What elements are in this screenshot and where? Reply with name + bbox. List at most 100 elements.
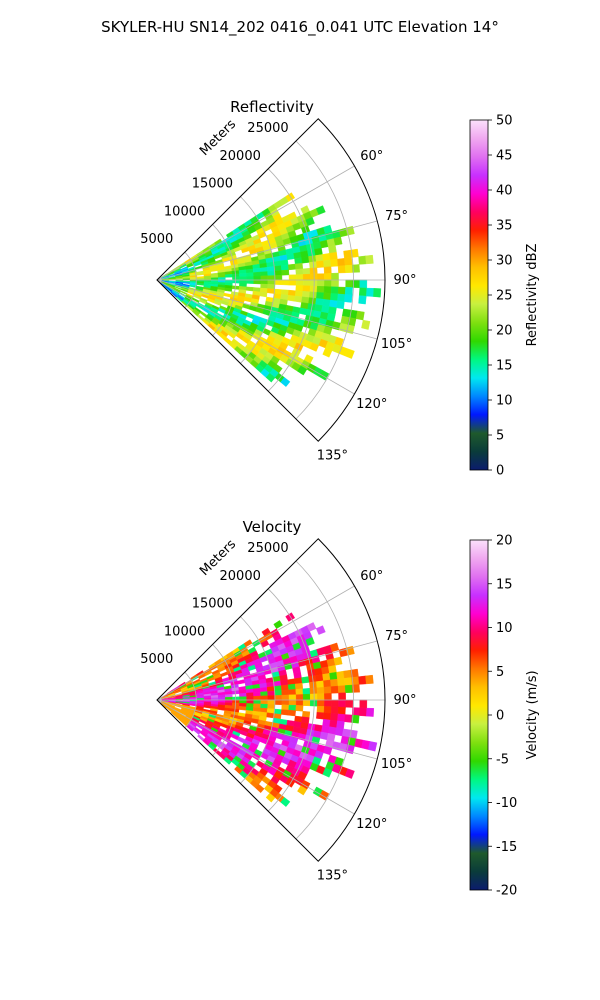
azimuth-tick-label: 105°	[381, 757, 412, 772]
radar-cell	[246, 692, 254, 697]
radar-cell	[365, 674, 374, 685]
radar-cell	[265, 792, 276, 803]
radar-cell	[246, 272, 254, 277]
radar-cell	[358, 295, 367, 305]
radar-cell	[344, 257, 353, 266]
panel-title: Reflectivity	[230, 98, 314, 116]
radar-cell	[344, 348, 355, 359]
radar-cell	[274, 279, 283, 286]
radar-cell	[288, 704, 297, 711]
radar-cell	[330, 258, 339, 267]
radar-cell	[287, 263, 296, 271]
radar-cell	[316, 686, 325, 695]
radar-cell	[329, 299, 338, 309]
radar-cell	[316, 680, 325, 688]
radar-cell	[330, 706, 339, 715]
radar-cell	[337, 258, 346, 267]
radar-cell	[239, 692, 247, 698]
radar-cell	[288, 694, 297, 701]
grid-spoke	[156, 640, 378, 701]
radar-cell	[351, 264, 360, 273]
radar-cell	[280, 259, 289, 266]
azimuth-tick-label: 105°	[381, 337, 412, 352]
radar-cell	[267, 270, 276, 276]
radial-tick-label: 5000	[140, 652, 173, 667]
radar-cell	[267, 704, 276, 710]
radar-cell	[259, 291, 268, 298]
radar-cell	[337, 685, 346, 694]
radar-cell	[223, 292, 232, 298]
colorbar-tick-label: 30	[496, 254, 513, 269]
radar-cell	[288, 689, 297, 696]
radar-cell	[273, 265, 282, 272]
radar-cell	[324, 273, 332, 281]
radial-tick-label: 5000	[140, 232, 173, 247]
grid-spoke	[156, 279, 378, 340]
radar-cell	[280, 684, 289, 691]
radar-cell	[295, 274, 304, 281]
radar-cell	[305, 217, 315, 226]
radar-cell	[324, 279, 332, 287]
radar-cell	[359, 699, 368, 709]
radial-tick-label: 25000	[247, 541, 288, 556]
azimuth-tick-label: 60°	[360, 569, 383, 584]
radar-cell	[245, 688, 254, 694]
radar-cell	[316, 292, 325, 300]
radar-cell	[299, 307, 308, 316]
radar-cell	[315, 254, 324, 262]
radar-cell	[239, 279, 247, 284]
radar-cell	[343, 669, 352, 679]
radar-cell	[337, 265, 346, 274]
radial-tick-label: 10000	[164, 624, 205, 639]
grid-spoke	[156, 699, 378, 760]
radar-cell	[333, 656, 343, 666]
radar-cell	[295, 285, 304, 292]
colorbar-label: Velocity (m/s)	[525, 670, 540, 759]
radar-cell	[331, 699, 339, 708]
radar-cell	[344, 768, 355, 779]
radar-cell	[239, 276, 247, 281]
colorbar	[469, 119, 489, 471]
radar-cell	[186, 725, 194, 732]
colorbar-tick-label: -5	[496, 752, 509, 767]
sector-outline	[156, 118, 386, 442]
radar-cell	[317, 273, 325, 281]
radar-cell	[316, 285, 325, 294]
radar-cell	[333, 236, 343, 246]
radar-cell	[344, 714, 353, 723]
radar-cell	[324, 693, 332, 701]
radar-cell	[322, 718, 331, 727]
radar-cell	[295, 694, 304, 701]
radar-cell	[266, 266, 275, 272]
radar-cell	[297, 785, 308, 796]
azimuth-tick-label: 120°	[356, 397, 387, 412]
radar-cell	[302, 285, 311, 293]
radar-cell	[328, 245, 337, 254]
radar-cell	[253, 695, 262, 701]
radar-cell	[365, 254, 374, 265]
radar-cell	[281, 704, 290, 711]
radar-cell	[330, 685, 339, 694]
radar-cell	[323, 686, 332, 694]
radar-cell	[253, 691, 261, 697]
radar-cell	[245, 286, 254, 292]
radar-cell	[260, 271, 269, 277]
radar-cell	[182, 281, 191, 285]
colorbar-tick-label: 25	[496, 289, 513, 304]
radar-cell	[280, 679, 289, 686]
radar-cell	[260, 691, 269, 697]
radar-cell	[317, 693, 325, 701]
radar-cell	[344, 684, 353, 694]
radar-cell	[246, 276, 254, 281]
radar-cell	[337, 286, 346, 295]
radar-cell	[260, 283, 269, 289]
radial-tick-label: 20000	[220, 569, 261, 584]
radar-cell	[245, 268, 254, 274]
radar-cell	[316, 712, 325, 720]
radar-cell	[220, 671, 229, 678]
radar-cell	[359, 279, 368, 289]
radar-cell	[314, 667, 323, 676]
radar-cell	[344, 286, 353, 296]
